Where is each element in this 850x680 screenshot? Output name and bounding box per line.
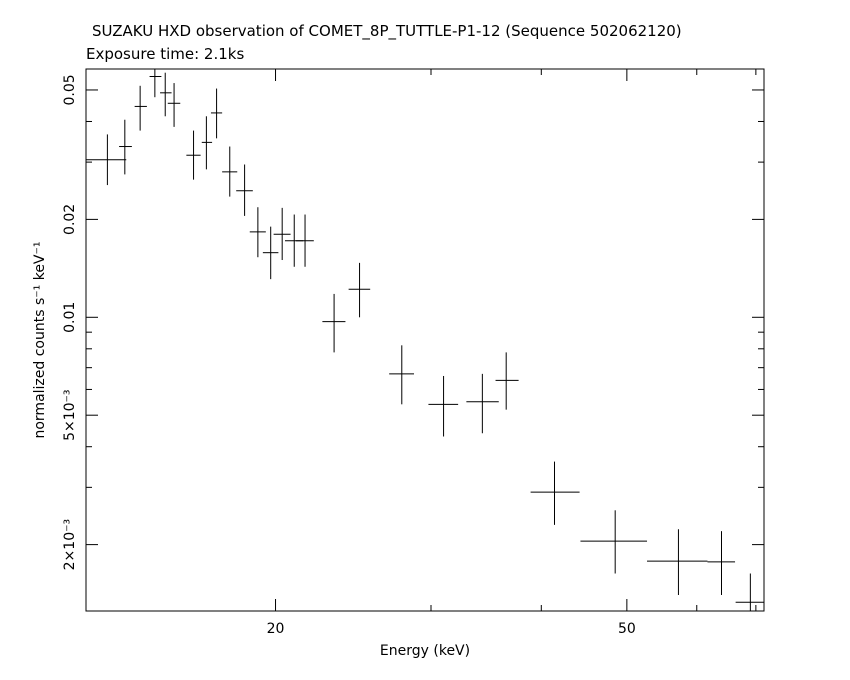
- x-axis-label: Energy (keV): [380, 643, 470, 659]
- data-point: [495, 352, 519, 410]
- data-point: [262, 226, 279, 280]
- data-point: [273, 207, 291, 261]
- tick-labels: 20 50 0.05 0.02 0.01 5×10⁻³ 2×10⁻³: [62, 74, 636, 637]
- data-point: [580, 510, 648, 574]
- data-point: [322, 293, 346, 353]
- data-point: [249, 207, 266, 258]
- data-point: [167, 83, 181, 127]
- data-point: [735, 573, 764, 611]
- data-point: [296, 214, 314, 267]
- data-point: [186, 130, 201, 180]
- data-point: [348, 262, 371, 318]
- y-tick-label: 2×10⁻³: [62, 519, 78, 570]
- x-tick-label: 50: [618, 621, 636, 637]
- data-point: [149, 69, 162, 98]
- data-point: [201, 116, 213, 170]
- data-point: [222, 146, 238, 197]
- y-tick-label: 5×10⁻³: [62, 389, 78, 440]
- data-point: [389, 345, 415, 405]
- data-point: [647, 529, 708, 595]
- data-point: [210, 88, 223, 139]
- chart-subtitle: Exposure time: 2.1ks: [86, 45, 245, 63]
- axis-ticks: [86, 69, 764, 611]
- data-point: [236, 164, 253, 216]
- data-points: [86, 69, 764, 611]
- data-point: [86, 134, 127, 186]
- x-tick-label: 20: [267, 621, 285, 637]
- plot-frame: [85, 68, 765, 612]
- data-point: [119, 119, 132, 175]
- data-point: [160, 72, 172, 117]
- y-axis-label: normalized counts s⁻¹ keV⁻¹: [32, 241, 48, 438]
- data-point: [466, 373, 499, 434]
- y-tick-label: 0.01: [62, 302, 78, 333]
- data-point: [134, 85, 147, 131]
- data-point: [530, 461, 580, 525]
- y-tick-label: 0.02: [62, 204, 78, 235]
- chart-title: SUZAKU HXD observation of COMET_8P_TUTTL…: [92, 22, 682, 40]
- y-tick-label: 0.05: [62, 74, 78, 105]
- data-point: [707, 531, 736, 595]
- data-point: [428, 375, 459, 437]
